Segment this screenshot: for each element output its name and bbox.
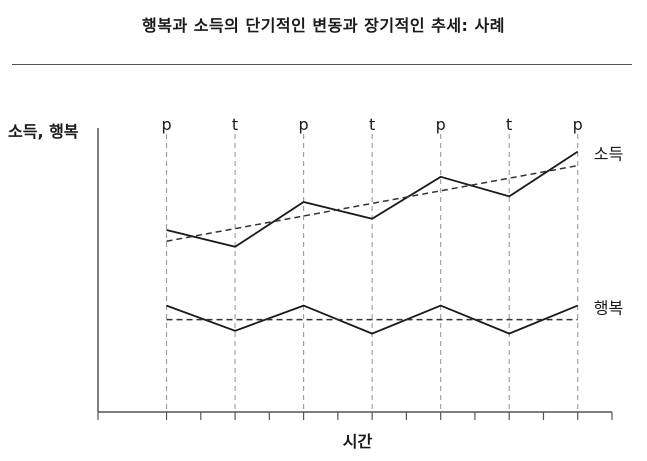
phase-label-6: p bbox=[573, 115, 583, 134]
phase-label-5: t bbox=[506, 115, 512, 134]
series-label-행복: 행복 bbox=[594, 299, 623, 318]
series-label-소득: 소득 bbox=[594, 145, 623, 164]
y-axis-label: 소득, 행복 bbox=[8, 122, 79, 141]
series-line-1-trend bbox=[166, 164, 578, 242]
x-axis-label: 시간 bbox=[342, 432, 373, 451]
phase-label-0: p bbox=[161, 115, 171, 134]
series-line-행복 bbox=[166, 304, 579, 335]
phase-label-2: p bbox=[299, 115, 309, 134]
phase-label-4: p bbox=[436, 115, 446, 134]
series-line-소득 bbox=[166, 150, 579, 248]
phase-label-1: t bbox=[232, 115, 238, 134]
phase-label-3: t bbox=[369, 115, 375, 134]
chart-title: 행복과 소득의 단기적인 변동과 장기적인 추세: 사례 bbox=[142, 16, 505, 35]
title-divider bbox=[12, 64, 632, 65]
